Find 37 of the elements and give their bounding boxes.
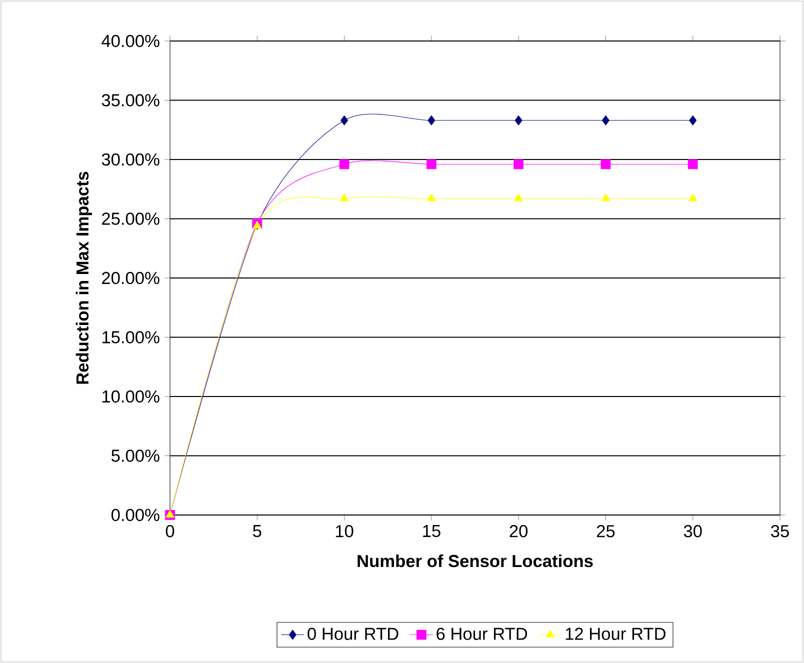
point: [427, 194, 436, 202]
y-tick-label: 5.00%: [112, 450, 160, 462]
point: [514, 194, 523, 202]
point: [426, 159, 436, 170]
point: [689, 115, 697, 126]
legend-label: 12 Hour RTD: [566, 628, 666, 640]
y-tick-label: 35.00%: [102, 94, 160, 106]
point: [514, 159, 524, 170]
point: [600, 159, 611, 170]
point: [340, 115, 348, 126]
y-tick-label: 25.00%: [102, 212, 160, 225]
point: [602, 115, 610, 126]
x-tick-label: 35: [771, 525, 789, 538]
x-axis-title: Number of Sensor Locations: [358, 554, 593, 568]
point: [339, 159, 350, 170]
x-tick-label: 5: [253, 525, 262, 538]
y-tick-label: 40.00%: [102, 34, 160, 48]
y-tick-label: 10.00%: [102, 390, 160, 403]
x-tick-label: 10: [336, 525, 354, 538]
y-tick-label: 15.00%: [102, 331, 160, 344]
x-tick-label: 15: [423, 525, 440, 538]
point: [514, 115, 522, 126]
y-tick-label: 30.00%: [102, 153, 160, 166]
point: [340, 194, 349, 202]
legend-label: 6 Hour RTD: [436, 628, 528, 640]
x-tick-label: 25: [596, 525, 615, 538]
y-tick-label: 20.00%: [102, 272, 160, 284]
legend-label: 0 Hour RTD: [308, 628, 398, 640]
point: [688, 194, 698, 202]
point: [688, 159, 698, 170]
x-tick-label: 20: [510, 525, 528, 538]
x-tick-label: 30: [684, 525, 702, 538]
y-tick-label: 0.00%: [111, 508, 160, 522]
y-axis-title: Reduction in Max Impacts: [76, 172, 92, 384]
point: [428, 115, 436, 126]
point: [601, 194, 610, 202]
x-tick-label: 0: [166, 525, 174, 538]
